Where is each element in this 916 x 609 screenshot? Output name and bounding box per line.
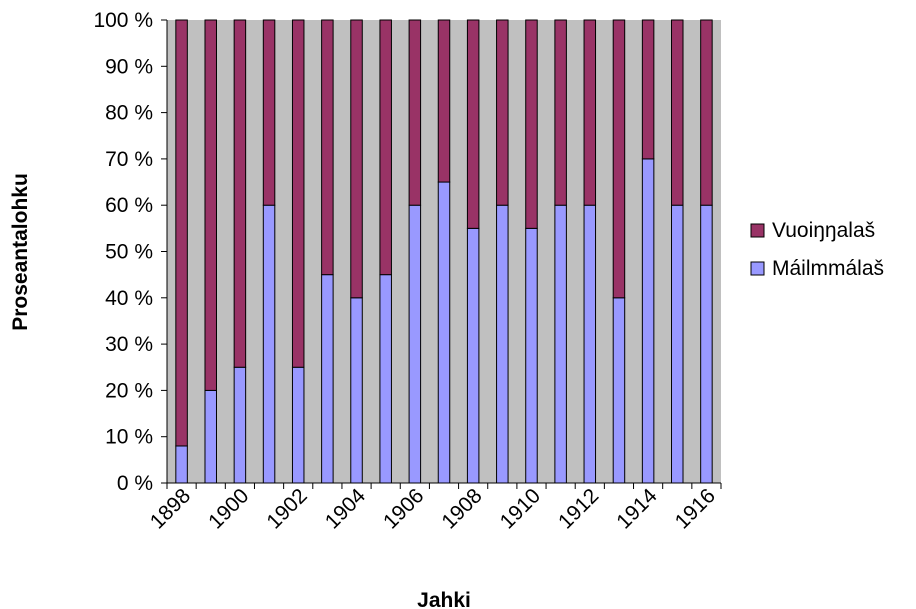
legend-label: Máilmmálaš <box>772 257 884 280</box>
bar-segment-1914-series-0 <box>641 158 655 484</box>
y-tick-label: 100 % <box>93 9 153 32</box>
y-tick-label: 80 % <box>105 102 153 125</box>
bar-segment-1909-series-0 <box>496 204 509 484</box>
y-tick-label: 40 % <box>105 287 153 310</box>
bar-segment-1901-series-0 <box>262 204 276 484</box>
bar-segment-1916-series-1 <box>700 19 713 206</box>
y-tick-label: 0 % <box>117 472 153 495</box>
bar-segment-1909-series-1 <box>496 19 509 206</box>
bar-segment-1904-series-0 <box>350 297 363 484</box>
bar-segment-1906-series-1 <box>408 19 422 206</box>
bar-segment-1910-series-1 <box>525 19 538 229</box>
x-tick-label: 1900 <box>204 484 253 533</box>
legend: Vuoiŋŋalaš Máilmmálaš <box>750 219 884 280</box>
bar-segment-1913-series-1 <box>612 19 626 299</box>
bar-segment-1907-series-0 <box>437 181 451 484</box>
bar-segment-1905-series-0 <box>379 274 392 484</box>
bar-segment-1903-series-1 <box>321 19 334 276</box>
x-axis-ticks: 1898 1900 1902 1904 1906 1908 1910 1912 1914 1916 <box>146 482 722 534</box>
y-axis-ticks: 0 % 10 % 20 % 30 % 40 % 50 % 60 % 70 % 80 % 90 % 1… <box>93 9 168 495</box>
x-tick-label: 1912 <box>554 484 603 533</box>
bar-segment-1900-series-0 <box>233 366 247 484</box>
y-tick-label: 20 % <box>105 379 153 402</box>
x-tick-label: 1910 <box>496 484 545 533</box>
bar-segment-1915-series-0 <box>671 204 684 484</box>
x-tick-label: 1898 <box>146 484 195 533</box>
bar-segment-1908-series-1 <box>466 19 480 229</box>
y-axis-title: Proseantalohku <box>9 173 32 331</box>
bar-segment-1899-series-0 <box>204 389 217 484</box>
y-tick-label: 30 % <box>105 333 153 356</box>
bar-segment-1901-series-1 <box>262 19 276 206</box>
bar-segment-1913-series-0 <box>612 297 626 484</box>
y-tick-label: 70 % <box>105 148 153 171</box>
x-tick-label: 1908 <box>437 484 486 533</box>
bar-segment-1915-series-1 <box>671 19 684 206</box>
legend-swatch <box>750 261 765 276</box>
bar-segment-1898-series-1 <box>175 19 188 447</box>
bar-segment-1911-series-0 <box>554 204 567 484</box>
bar-segment-1916-series-0 <box>700 204 713 484</box>
bar-segment-1912-series-1 <box>583 19 597 206</box>
legend-label: Vuoiŋŋalaš <box>772 219 875 242</box>
y-tick-label: 90 % <box>105 55 153 78</box>
bars-group <box>175 19 713 484</box>
x-tick-label: 1916 <box>671 484 720 533</box>
bar-segment-1899-series-1 <box>204 19 217 391</box>
bar-segment-1908-series-0 <box>466 227 480 484</box>
x-axis-title: Jahki <box>417 589 471 609</box>
bar-segment-1911-series-1 <box>554 19 567 206</box>
bar-segment-1900-series-1 <box>233 19 247 368</box>
y-tick-label: 60 % <box>105 194 153 217</box>
x-tick-label: 1914 <box>612 484 662 534</box>
bar-segment-1902-series-1 <box>291 19 305 368</box>
bar-segment-1904-series-1 <box>350 19 363 299</box>
y-tick-label: 10 % <box>105 426 153 449</box>
bar-segment-1912-series-0 <box>583 204 597 484</box>
bar-segment-1914-series-1 <box>641 19 655 160</box>
bar-segment-1903-series-0 <box>321 274 334 484</box>
bar-segment-1906-series-0 <box>408 204 422 484</box>
x-tick-label: 1904 <box>321 484 371 534</box>
y-tick-label: 50 % <box>105 241 153 264</box>
bar-segment-1902-series-0 <box>291 366 305 484</box>
legend-swatch <box>750 223 765 238</box>
bar-segment-1898-series-0 <box>175 445 188 484</box>
bar-segment-1905-series-1 <box>379 19 392 276</box>
x-tick-label: 1902 <box>262 484 311 533</box>
bar-segment-1907-series-1 <box>437 19 451 183</box>
x-tick-label: 1906 <box>379 484 428 533</box>
bar-segment-1910-series-0 <box>525 227 538 484</box>
